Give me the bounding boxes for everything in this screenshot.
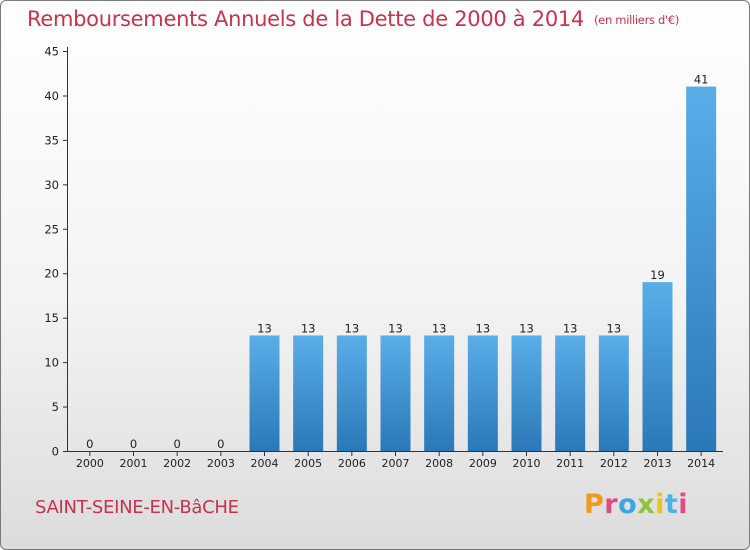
logo-letter: r	[604, 489, 619, 520]
x-tick-label: 2014	[687, 457, 715, 470]
bar	[424, 335, 455, 451]
y-tick-label: 40	[44, 89, 59, 103]
x-tick-label: 2005	[294, 457, 322, 470]
data-label: 13	[476, 321, 491, 335]
data-label: 0	[217, 437, 224, 451]
logo-letter: x	[637, 489, 656, 520]
data-label: 13	[257, 321, 272, 335]
x-tick-label: 2013	[644, 457, 672, 470]
y-tick-label: 25	[44, 222, 59, 236]
y-tick-label: 35	[44, 133, 59, 147]
y-tick-label: 0	[52, 445, 59, 459]
unit-label: (en milliers d'€)	[594, 13, 680, 27]
data-label: 13	[388, 321, 403, 335]
commune-name: SAINT-SEINE-EN-BâCHE	[35, 497, 239, 518]
y-tick-label: 45	[44, 45, 59, 59]
data-label: 13	[301, 321, 316, 335]
data-label: 41	[694, 73, 709, 87]
x-tick-label: 2011	[556, 457, 584, 470]
logo-letter: o	[618, 489, 638, 520]
bar	[511, 335, 542, 451]
bar	[555, 335, 586, 451]
data-label: 13	[563, 321, 578, 335]
bar	[336, 335, 367, 451]
bar	[293, 335, 324, 451]
x-tick-label: 2007	[382, 457, 410, 470]
data-label: 19	[650, 268, 665, 282]
x-tick-label: 2001	[120, 457, 148, 470]
bar	[249, 335, 280, 451]
logo-letter: i	[655, 489, 665, 520]
y-tick-label: 15	[44, 311, 59, 325]
logo-letter: t	[664, 489, 679, 520]
x-tick-label: 2008	[425, 457, 453, 470]
bar	[380, 335, 411, 451]
y-tick-label: 10	[44, 356, 59, 370]
x-tick-label: 2003	[207, 457, 235, 470]
bar	[686, 86, 717, 452]
data-label: 13	[345, 321, 360, 335]
data-label: 0	[174, 437, 181, 451]
bar	[598, 335, 629, 451]
x-tick-label: 2004	[251, 457, 279, 470]
logo-letter: i	[678, 489, 689, 520]
y-tick-label: 5	[52, 400, 59, 414]
bar	[642, 282, 673, 451]
bar	[467, 335, 498, 451]
logo-letter: P	[584, 489, 605, 520]
y-tick-label: 20	[44, 267, 59, 281]
x-tick-label: 2009	[469, 457, 497, 470]
x-tick-label: 2010	[513, 457, 541, 470]
data-label: 13	[607, 321, 622, 335]
data-label: 0	[130, 437, 137, 451]
title-text: Remboursements Annuels de la Dette de 20…	[27, 7, 584, 31]
proxiti-logo: Proxiti	[584, 489, 688, 520]
x-tick-label: 2012	[600, 457, 628, 470]
y-tick-label: 30	[44, 178, 59, 192]
data-label: 13	[519, 321, 534, 335]
data-label: 0	[86, 437, 93, 451]
chart-title: Remboursements Annuels de la Dette de 20…	[27, 7, 679, 31]
x-tick-label: 2000	[76, 457, 104, 470]
x-tick-label: 2006	[338, 457, 366, 470]
x-tick-label: 2002	[163, 457, 191, 470]
data-label: 13	[432, 321, 447, 335]
